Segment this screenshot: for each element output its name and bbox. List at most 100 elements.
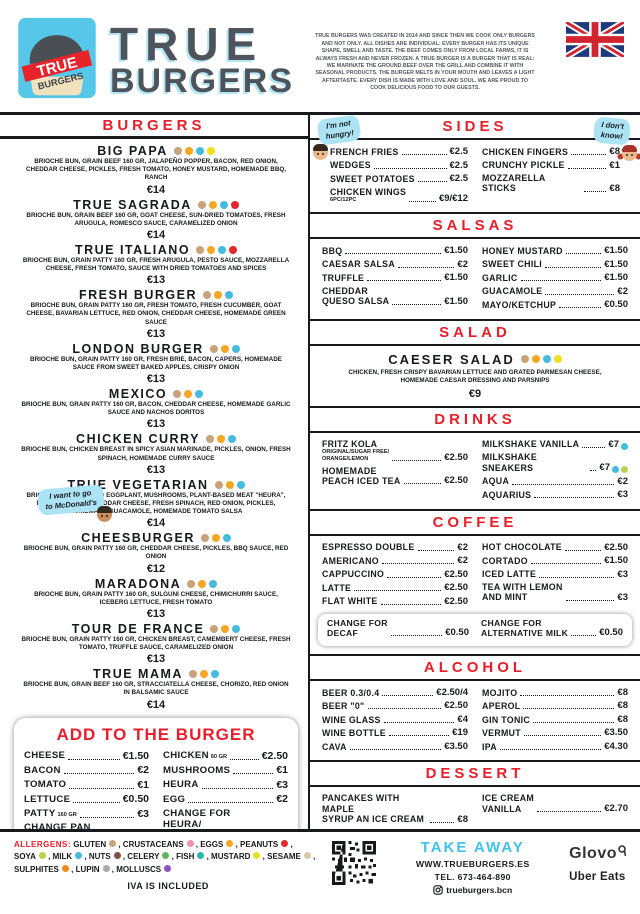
menu-item-price: €2.5 [449,159,469,171]
menu-item-label: WEDGES [330,160,371,171]
menu-item-row: TOMATO €1 [24,779,149,791]
menu-item-price: €7 [599,462,610,474]
menu-item-text: SWEET CHILI [482,259,542,269]
menu-item-price: €0.50 [122,793,149,806]
menu-item-price: €1 [609,159,620,171]
menu-item-text: CHANGE FOR ALTERNATIVE MILK [481,618,568,638]
menu-item-row: CHANGE FOR DECAF €0.50 [327,618,469,638]
dotted-leader [69,787,135,789]
burger-allergen-dots [195,200,239,209]
brand-name-line2: BURGERS [110,61,295,100]
menu-item-price: €2 [617,475,628,487]
menu-item-price: €8 [617,700,628,712]
burgers-column: BURGERS BIG PAPA BRIOCHE BUN, GRAIN BEEF… [0,115,308,829]
section-sides: SIDES I'm not hungry! I don't know! FREN… [310,115,640,215]
menu-item-text: TEA WITH LEMON AND MINT [482,582,563,603]
menu-item-label: PATTY [24,808,56,820]
allergen-name: CRUSTACEANS [122,840,184,849]
burger-item: MEXICO BRIOCHE BUN, GRAIN PATTY 160 GR, … [12,387,300,430]
allergen-dot [301,852,311,860]
burger-item: LONDON BURGER BRIOCHE BUN, GRAIN PATTY 1… [12,342,300,385]
menu-item-price: €8 [457,813,468,825]
allergen-dot [111,852,121,860]
menu-item-label: GUACAMOLE [482,286,543,297]
menu-item-row: HOMEMADE PEACH ICED TEA €2.50 [322,466,468,487]
sides-left-list: FRENCH FRIES €2.5 WEDGES €2.5 SWEET POTA… [330,146,468,206]
alcohol-left-list: BEER 0.3/0.4 €2.50/4 BEER "0" €2.50 WINE… [322,687,468,755]
menu-columns: BURGERS BIG PAPA BRIOCHE BUN, GRAIN BEEF… [0,112,640,829]
menu-item-price: €1.50 [444,295,468,307]
menu-item-text: GUACAMOLE [482,286,542,296]
allergen-item: EGGS [200,840,240,849]
salsas-left-list: BBQ €1.50 CAESAR SALSA €2 TRUFFLE €1.50 … [322,245,468,313]
menu-item-label: CHEDDAR QUESO SALSA [322,285,390,307]
dotted-leader [354,590,442,592]
menu-item-text: IPA [482,742,497,752]
menu-item-price: €1.50 [122,749,149,762]
menu-item-label: CHICKEN [163,750,209,762]
menu-item-text: CAPPUCCINO [322,569,384,579]
menu-item-text: EGG [163,794,185,805]
menu-item-label: SWEET CHILI [482,259,542,270]
menu-item-label: MOJITO [482,687,518,698]
menu-item-text: MAYO/KETCHUP [482,300,556,310]
burger-item: TRUE VEGETARIAN BRIOCHE BUN, TOASTED EGG… [12,478,300,530]
allergen-name: FISH [176,852,195,862]
dotted-leader [387,576,442,578]
dotted-leader [530,563,602,565]
dotted-leader [345,253,442,255]
menu-item-label: BBQ [322,245,343,256]
menu-item-text: CHICKEN WINGS 6PC/12PC [330,187,406,204]
menu-item-price: €1.50 [604,272,628,284]
burger-allergen-dots [198,534,231,543]
burger-allergen-dots [212,480,245,489]
burger-title-line: TOUR DE FRANCE [12,622,300,636]
burger-list: BIG PAPA BRIOCHE BUN, GRAIN BEEF 160 GR,… [12,144,300,711]
menu-item-label: GIN TONIC [482,714,530,725]
delivery-partners: Glovo Uber Eats [569,839,626,883]
takeaway-title: TAKE AWAY [420,839,525,856]
burger-title-line: TRUE SAGRADA [12,198,300,212]
coffee-right-list: HOT CHOCOLATE €2.50 CORTADO €1.50 ICED L… [482,542,628,610]
dotted-leader [571,635,597,637]
menu-item-label: TOMATO [24,779,67,791]
menu-item-text: LETTUCE [24,794,70,805]
menu-item-text: BEER 0.3/0.4 [322,688,379,698]
menu-item-label: CHANGE FOR HEURA/ CHICKEN/PATTY [163,807,231,829]
menu-item-row: LATTE €2.50 [322,582,468,593]
menu-item-row: CHICKEN WINGS 6PC/12PC €9/€12 [330,187,468,204]
menu-item-text: BEER "0" [322,701,365,711]
menu-item-price: €2 [276,793,288,806]
allergen-name: PEANUTS [240,840,279,849]
menu-item-text: HOT CHOCOLATE [482,542,562,552]
menu-item-note: 60 GR [210,754,227,761]
menu-item-label: MILKSHAKE SNEAKERS [482,452,537,473]
dotted-leader [398,266,455,268]
salad-allergen-dots [518,355,562,364]
menu-item-row: CHANGE PAN FOR LETTUCE €2 [24,822,149,829]
menu-item-text: CHANGE FOR DECAF [327,618,388,638]
allergen-item: SESAME [267,852,315,861]
menu-item-row: CHANGE FOR HEURA/ CHICKEN/PATTY €1 [163,808,288,829]
menu-item-text: CHICKEN 60 GR [163,750,227,761]
allergen-name: MOLLUSCS [116,864,162,874]
menu-item-price: €1 [276,764,288,777]
menu-item-price: €2 [457,258,468,270]
girl-face-icon [622,145,637,161]
burger-description: BRIOCHE BUN, CHICKEN BREAST IN SPICY ASI… [21,446,291,462]
section-coffee: COFFEE ESPRESSO DOUBLE €2 AMERICANO €2 C… [310,511,640,656]
menu-item-price: €8 [609,182,620,194]
allergens-title: ALLERGENS: [14,840,71,849]
allergen-dot [59,864,69,872]
allergen-item: CRUSTACEANS [123,840,200,849]
menu-item-price: €3 [617,591,628,603]
menu-item-label: CORTADO [482,555,528,566]
speech-bubble-dont-know: I don't know! [592,116,632,146]
allergen-dot [159,852,170,860]
menu-item-text: ICED LATTE [482,569,536,579]
burger-item: TOUR DE FRANCE BRIOCHE BUN, GRAIN PATTY … [12,622,300,665]
dotted-leader [582,446,606,448]
menu-item-price: €2.50 [444,452,468,464]
menu-item-price: €2.50 [604,541,628,553]
